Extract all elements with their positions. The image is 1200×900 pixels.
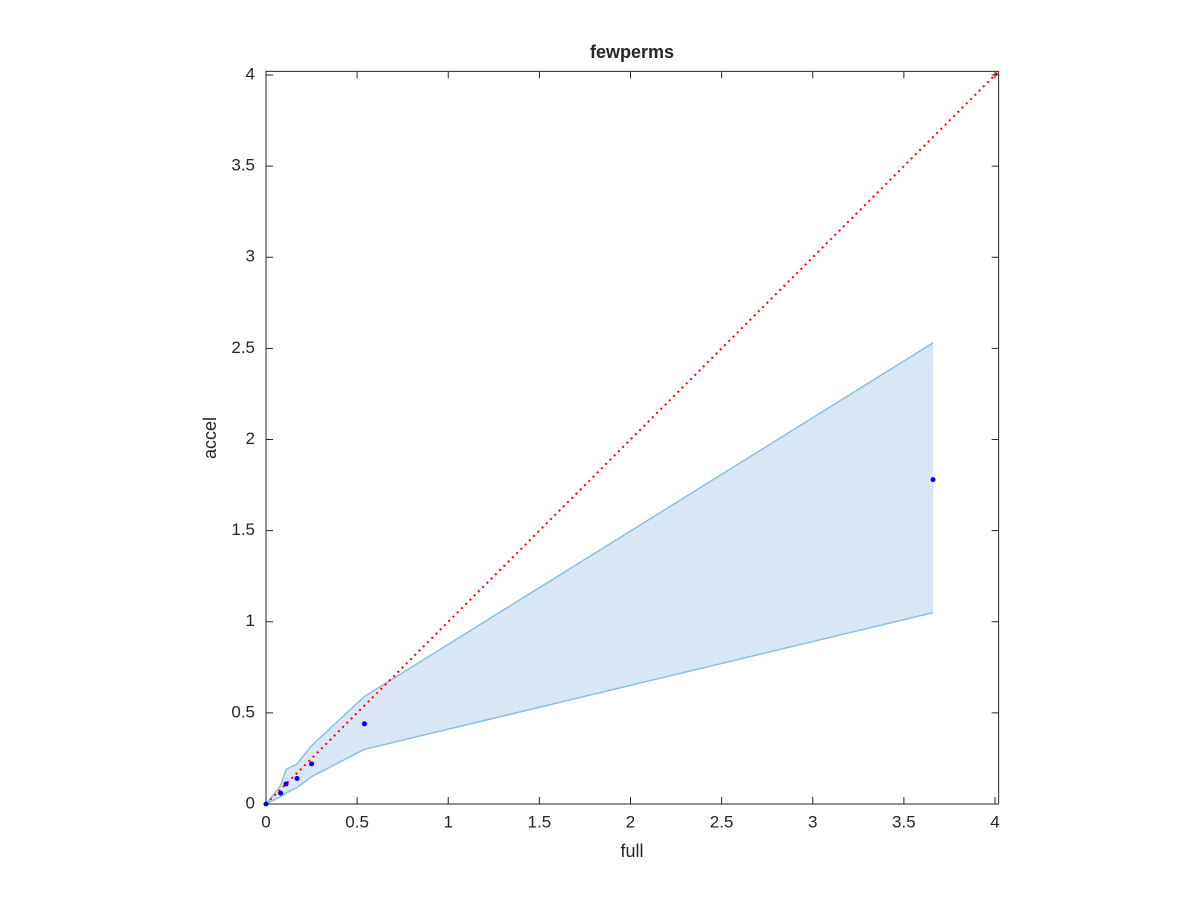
y-tick-label: 2 — [246, 429, 255, 448]
x-tick-label: 2.5 — [710, 812, 734, 831]
x-tick-label: 4 — [990, 812, 999, 831]
y-axis-label: accel — [200, 417, 220, 459]
data-point — [294, 775, 300, 781]
x-tick-label: 2 — [626, 812, 635, 831]
y-tick-label: 1 — [246, 611, 255, 630]
y-tick-label: 0.5 — [231, 702, 255, 721]
x-tick-label: 1.5 — [528, 812, 552, 831]
y-tick-label: 1.5 — [231, 520, 255, 539]
x-tick-label: 3 — [808, 812, 817, 831]
data-point — [361, 721, 367, 727]
data-point — [309, 761, 315, 767]
data-point — [930, 477, 936, 483]
axes-box — [265, 70, 1000, 805]
y-tick-label: 3 — [246, 247, 255, 266]
x-tick-label: 1 — [444, 812, 453, 831]
band-area — [266, 342, 934, 804]
x-tick-label: 3.5 — [892, 812, 916, 831]
band-lower — [265, 611, 934, 805]
x-tick-label: 0 — [261, 812, 270, 831]
band-upper — [265, 342, 934, 805]
data-point — [278, 790, 284, 796]
x-tick-label: 0.5 — [345, 812, 369, 831]
y-tick-label: 4 — [246, 64, 255, 83]
data-point — [283, 781, 289, 787]
x-axis-label: full — [620, 841, 643, 861]
y-tick-label: 0 — [246, 793, 255, 812]
chart-title: fewperms — [590, 42, 674, 62]
y-tick-label: 3.5 — [231, 156, 255, 175]
y-tick-label: 2.5 — [231, 338, 255, 357]
